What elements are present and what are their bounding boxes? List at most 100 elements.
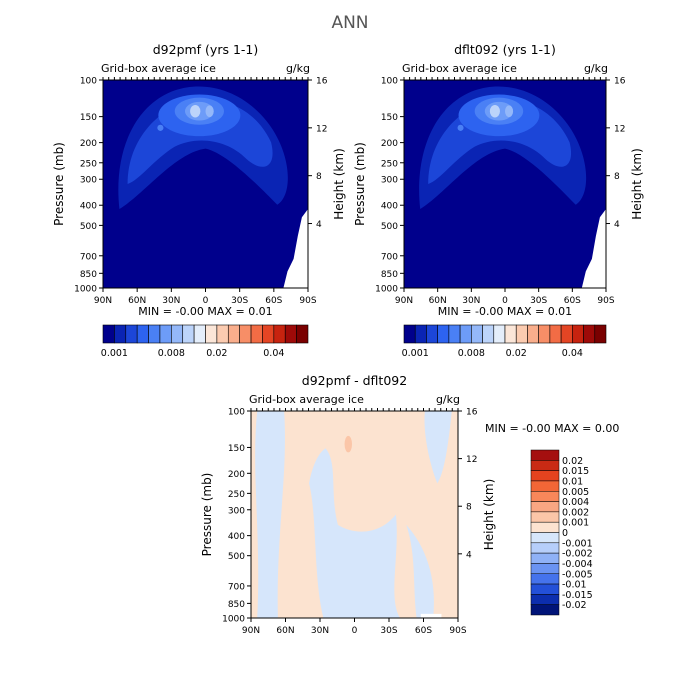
colorbar-label: -0.015 — [562, 590, 593, 601]
colorbar-swatch — [530, 532, 560, 544]
colorbar-label: -0.005 — [562, 569, 593, 580]
panel-top-left: d92pmf (yrs 1-1) Grid-box average ice g/kg… — [52, 42, 346, 359]
y-tick-label: 200 — [80, 139, 97, 149]
right-tick-label: 12 — [466, 455, 477, 465]
colorbar-swatch — [125, 324, 138, 344]
colorbar: 0.020.0150.010.0050.0040.0020.0010-0.001… — [530, 449, 593, 616]
y-axis-label: Pressure (mb) — [52, 142, 66, 226]
colorbar-swatch — [530, 480, 560, 492]
colorbar-swatch — [437, 324, 450, 344]
y-tick-label: 700 — [381, 252, 398, 262]
y-tick-label: 300 — [80, 176, 97, 186]
positive-spot — [344, 435, 353, 453]
colorbar-swatch — [504, 324, 517, 344]
x-tick-label: 60N — [128, 296, 146, 306]
units-label: g/kg — [584, 62, 608, 75]
colorbar-label: 0.01 — [562, 476, 583, 487]
y-tick-label: 500 — [228, 552, 245, 562]
colorbar-swatch — [530, 511, 560, 523]
negative-band-3 — [424, 411, 452, 484]
x-tick-label: 90N — [94, 296, 112, 306]
colorbar-swatch — [482, 324, 495, 344]
x-tick-label: 0 — [352, 626, 358, 636]
colorbar-label: 0.005 — [562, 487, 589, 498]
x-tick-label: 60S — [564, 296, 581, 306]
panel-top-right: dflt092 (yrs 1-1) Grid-box average ice g/k… — [353, 42, 644, 359]
colorbar-swatch — [530, 604, 560, 616]
y-tick-label: 1000 — [375, 285, 398, 295]
y-tick-label: 200 — [381, 139, 398, 149]
colorbar-label: 0.015 — [562, 466, 589, 477]
contour-field — [251, 411, 458, 618]
y-tick-label: 500 — [80, 222, 97, 232]
colorbar-label: 0.001 — [101, 348, 128, 359]
colorbar-label: -0.004 — [562, 559, 593, 570]
colorbar-swatch — [530, 542, 560, 554]
colorbar-swatch — [114, 324, 127, 344]
right-tick-label: 16 — [614, 77, 626, 87]
colorbar-swatch — [471, 324, 483, 344]
y-tick-label: 700 — [80, 252, 97, 262]
negative-band-4 — [406, 524, 434, 618]
colorbar-swatch — [216, 324, 229, 344]
colorbar: 0.001 0.008 0.02 0.04 — [101, 324, 309, 359]
colorbar-swatch — [273, 324, 286, 344]
colorbar-swatch — [530, 470, 560, 482]
negative-band-1 — [255, 411, 285, 618]
colorbar-label: -0.01 — [562, 580, 587, 591]
y-tick-label: 850 — [228, 600, 245, 610]
contour-field — [103, 80, 308, 288]
colorbar-swatch — [549, 324, 562, 344]
x-tick-label: 90S — [299, 296, 316, 306]
y-tick-label: 150 — [381, 113, 398, 123]
x-tick-label: 60S — [265, 296, 282, 306]
colorbar-swatch — [159, 324, 172, 344]
colorbar-label: 0 — [562, 528, 568, 539]
panel-subtitle: Grid-box average ice — [249, 393, 364, 406]
contour-field — [404, 80, 606, 288]
colorbar-swatch — [572, 324, 584, 344]
right-tick-label: 12 — [316, 124, 327, 134]
x-tick-label: 60N — [429, 296, 447, 306]
colorbar-swatch — [530, 491, 560, 502]
y-tick-label: 150 — [228, 444, 245, 454]
colorbar-swatch — [262, 324, 275, 344]
contour-spot — [157, 124, 164, 131]
colorbar-swatch — [171, 324, 184, 344]
panel-title: d92pmf - dflt092 — [302, 373, 407, 388]
min-max-text: MIN = -0.00 MAX = 0.00 — [485, 422, 619, 435]
colorbar-swatch — [527, 324, 539, 344]
colorbar-swatch — [560, 324, 573, 344]
right-tick-label: 16 — [466, 408, 478, 418]
min-max-text: MIN = -0.00 MAX = 0.01 — [438, 305, 572, 318]
right-tick-label: 4 — [466, 550, 472, 560]
colorbar-swatch — [448, 324, 461, 344]
missing-data-region — [283, 209, 308, 288]
y-tick-label: 300 — [381, 176, 398, 186]
colorbar-swatch — [594, 324, 607, 344]
colorbar-label: -0.02 — [562, 600, 587, 611]
y-tick-label: 1000 — [74, 285, 97, 295]
contour-spot — [457, 124, 464, 131]
colorbar-swatch — [493, 324, 506, 344]
x-tick-label: 90S — [449, 626, 466, 636]
colorbar-swatch — [530, 563, 560, 574]
x-tick-label: 0 — [203, 296, 209, 306]
right-tick-label: 8 — [614, 172, 620, 182]
y-tick-label: 400 — [228, 532, 245, 542]
colorbar-label: 0.001 — [562, 518, 589, 529]
x-tick-label: 30N — [462, 296, 480, 306]
colorbar-swatch — [583, 324, 596, 344]
x-tick-label: 0 — [502, 296, 508, 306]
colorbar-label: -0.002 — [562, 549, 593, 560]
missing-data-region — [581, 209, 606, 288]
colorbar-swatch — [530, 583, 560, 595]
y-axis-right-label: Height (km) — [630, 148, 644, 219]
colorbar-swatch — [296, 324, 309, 344]
y-tick-label: 250 — [228, 490, 245, 500]
colorbar-label: 0.008 — [458, 348, 485, 359]
negative-band-2 — [309, 448, 400, 618]
colorbar-swatch — [426, 324, 438, 344]
colorbar-swatch — [250, 324, 263, 344]
